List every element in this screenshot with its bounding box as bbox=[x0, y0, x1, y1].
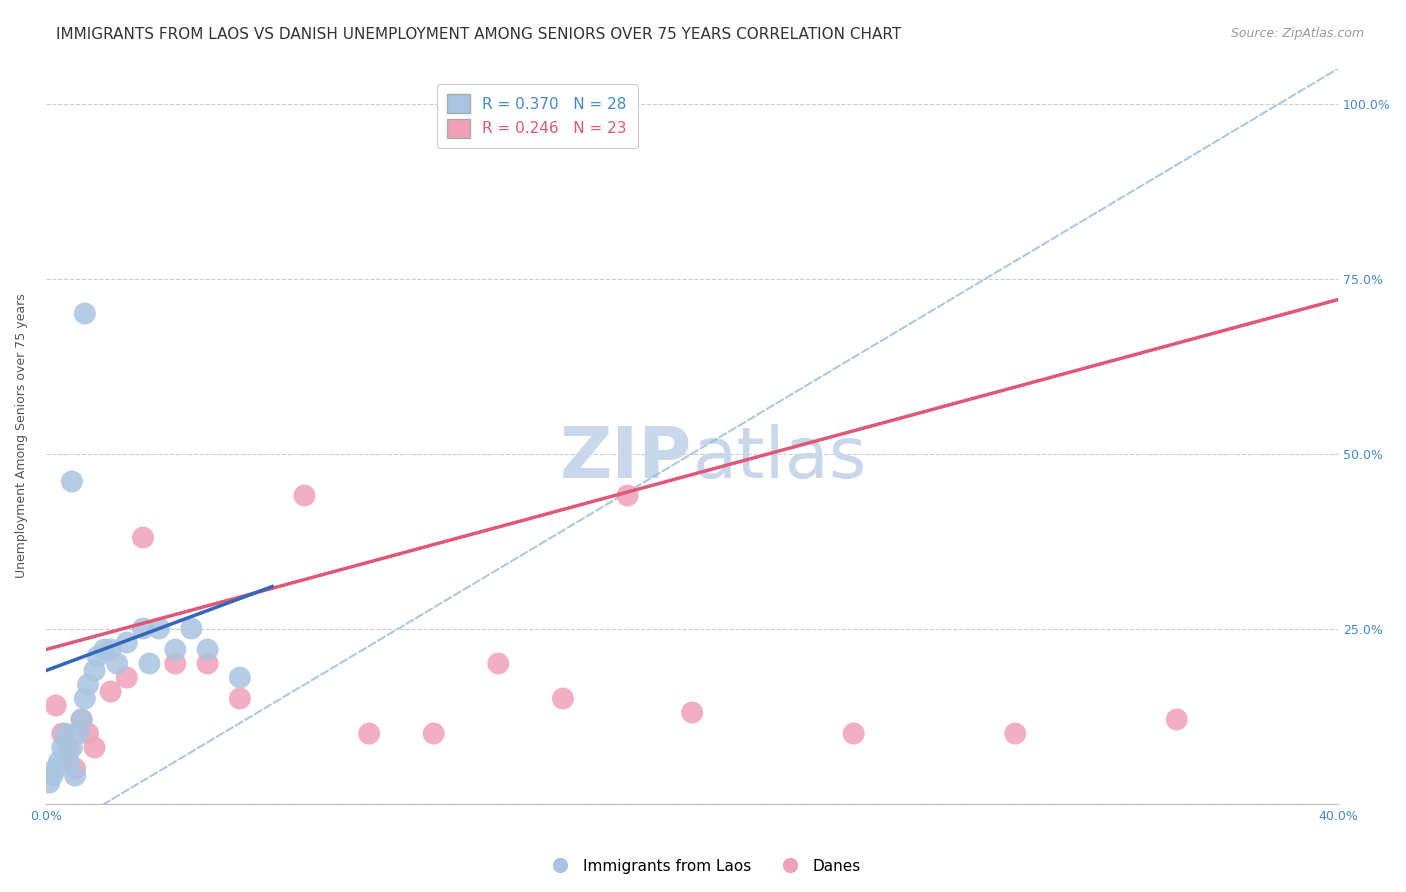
Point bbox=[60, 475, 83, 489]
Point bbox=[551, 691, 574, 706]
Point bbox=[77, 726, 100, 740]
Point bbox=[115, 671, 138, 685]
Point bbox=[115, 635, 138, 649]
Point bbox=[48, 755, 70, 769]
Point bbox=[229, 691, 252, 706]
Point bbox=[1004, 726, 1026, 740]
Point bbox=[197, 657, 219, 671]
Point bbox=[132, 531, 155, 545]
Point bbox=[138, 657, 160, 671]
Point bbox=[45, 698, 67, 713]
Text: atlas: atlas bbox=[692, 424, 866, 492]
Point bbox=[83, 664, 105, 678]
Point bbox=[58, 740, 80, 755]
Legend: Immigrants from Laos, Danes: Immigrants from Laos, Danes bbox=[538, 853, 868, 880]
Legend: R = 0.370   N = 28, R = 0.246   N = 23: R = 0.370 N = 28, R = 0.246 N = 23 bbox=[437, 84, 637, 148]
Point bbox=[77, 677, 100, 691]
Point bbox=[105, 657, 128, 671]
Point bbox=[681, 706, 703, 720]
Point bbox=[180, 622, 202, 636]
Point bbox=[165, 657, 187, 671]
Point bbox=[148, 622, 170, 636]
Point bbox=[100, 684, 122, 698]
Point bbox=[63, 768, 86, 782]
Point bbox=[229, 671, 252, 685]
Point bbox=[486, 657, 509, 671]
Point bbox=[165, 642, 187, 657]
Point bbox=[70, 713, 93, 727]
Point bbox=[616, 489, 638, 503]
Point bbox=[87, 649, 110, 664]
Point bbox=[93, 642, 115, 657]
Point bbox=[55, 726, 77, 740]
Point bbox=[83, 740, 105, 755]
Point bbox=[67, 726, 90, 740]
Point bbox=[51, 726, 73, 740]
Point bbox=[45, 762, 67, 776]
Point bbox=[359, 726, 381, 740]
Point bbox=[294, 489, 316, 503]
Point bbox=[132, 622, 155, 636]
Point bbox=[60, 740, 83, 755]
Point bbox=[41, 768, 63, 782]
Y-axis label: Unemployment Among Seniors over 75 years: Unemployment Among Seniors over 75 years bbox=[15, 293, 28, 578]
Point bbox=[197, 642, 219, 657]
Point bbox=[100, 642, 122, 657]
Text: Source: ZipAtlas.com: Source: ZipAtlas.com bbox=[1230, 27, 1364, 40]
Point bbox=[1166, 713, 1188, 727]
Point bbox=[73, 306, 96, 320]
Text: ZIP: ZIP bbox=[560, 424, 692, 492]
Point bbox=[842, 726, 865, 740]
Point bbox=[422, 726, 444, 740]
Text: IMMIGRANTS FROM LAOS VS DANISH UNEMPLOYMENT AMONG SENIORS OVER 75 YEARS CORRELAT: IMMIGRANTS FROM LAOS VS DANISH UNEMPLOYM… bbox=[56, 27, 901, 42]
Point bbox=[58, 755, 80, 769]
Point bbox=[38, 775, 60, 789]
Point bbox=[73, 691, 96, 706]
Point bbox=[70, 713, 93, 727]
Point bbox=[63, 762, 86, 776]
Point bbox=[51, 740, 73, 755]
